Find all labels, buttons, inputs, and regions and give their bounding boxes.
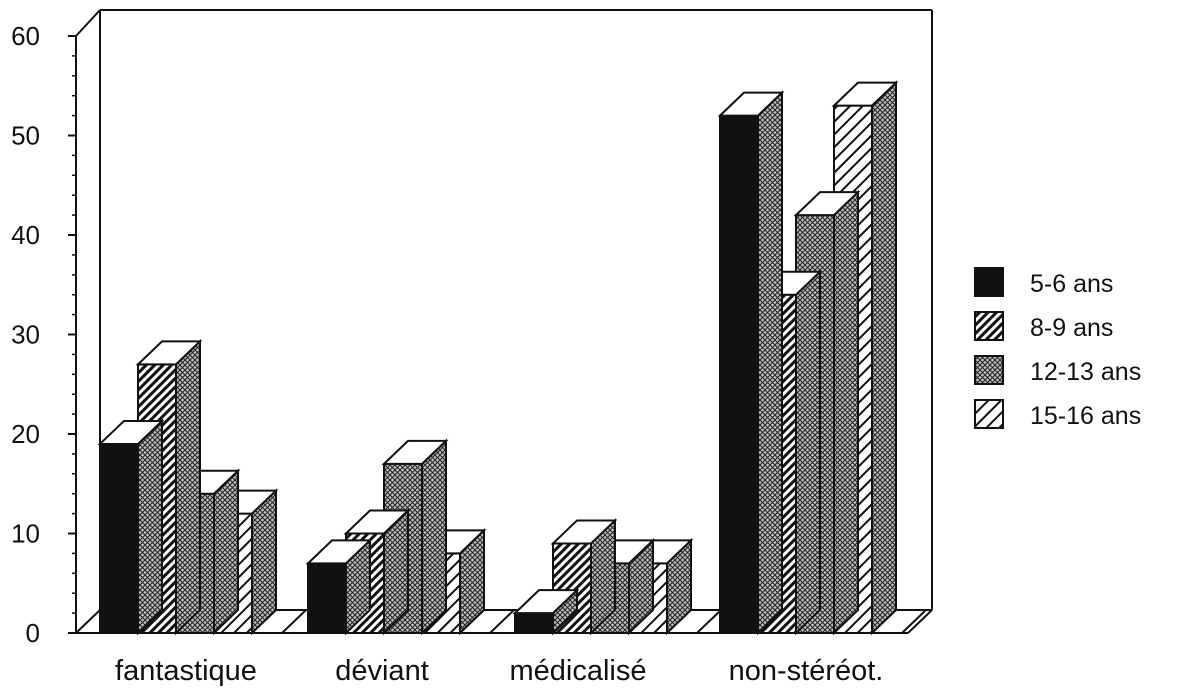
y-axis-ticks: 0 10 20 30 40 50 60 — [11, 21, 76, 648]
x-category-label: fantastique — [115, 655, 257, 687]
bar-side-face — [137, 418, 163, 636]
x-category-label: médicalisé — [510, 655, 647, 687]
floor-gap — [869, 609, 929, 634]
bar-side-face — [421, 438, 447, 636]
category-labels: fantastique déviant médicalisé non-stéréot. — [115, 655, 883, 687]
x-category-label: non-stéréot. — [729, 655, 884, 687]
bar-non-st-r-ot-5-6-ans — [717, 90, 785, 636]
bar-top-face — [135, 340, 203, 366]
floor-gap — [457, 609, 517, 634]
y-tick-label: 30 — [11, 320, 40, 350]
legend-item-12-13-ans: 12-13 ans — [974, 355, 1141, 386]
bar-top-face — [793, 191, 861, 217]
bar-front-face — [719, 114, 759, 635]
legend-label: 12-13 ans — [1030, 358, 1141, 386]
legend-label: 15-16 ans — [1030, 402, 1141, 430]
legend-label: 8-9 ans — [1030, 314, 1113, 342]
bar-top-face — [717, 91, 785, 117]
y-axis-depth — [75, 9, 101, 37]
bar-side-face — [213, 468, 239, 636]
y-tick-label: 20 — [11, 419, 40, 449]
legend-swatch — [974, 355, 1004, 385]
bar-m-dicalis-5-6-ans — [512, 587, 580, 636]
bar-top-face — [97, 419, 165, 445]
legend-item-5-6-ans: 5-6 ans — [974, 267, 1113, 298]
legend-swatch — [974, 311, 1004, 341]
bar-top-face — [381, 439, 449, 465]
legend-label: 5-6 ans — [1030, 270, 1113, 298]
bar-front-face — [307, 562, 347, 634]
bar-front-face — [99, 442, 139, 635]
bar-m-dicalis-8-9-ans — [550, 518, 618, 636]
bar-side-face — [251, 488, 277, 636]
x-category-label: déviant — [335, 655, 429, 687]
legend-item-15-16-ans: 15-16 ans — [974, 399, 1141, 430]
bar-top-face — [305, 539, 373, 565]
y-tick-label: 60 — [11, 21, 40, 51]
bar-top-face — [343, 509, 411, 535]
bar-top-face — [831, 81, 899, 107]
bars-layer — [97, 80, 929, 636]
y-tick-label: 40 — [11, 220, 40, 250]
bar-side-face — [757, 90, 783, 636]
bar-top-face — [512, 589, 580, 615]
bar-top-face — [550, 519, 618, 545]
bar-side-face — [871, 80, 897, 636]
legend-item-8-9-ans: 8-9 ans — [974, 311, 1113, 342]
x-axis-depth-right — [907, 609, 933, 634]
floor-gap — [249, 609, 309, 634]
bar-side-face — [175, 339, 201, 636]
bar-d-viant-5-6-ans — [305, 538, 373, 636]
y-tick-label: 0 — [26, 618, 40, 648]
bar-front-face — [514, 612, 554, 634]
legend-swatch — [974, 399, 1004, 429]
y-tick-label: 10 — [11, 519, 40, 549]
legend-swatch — [974, 267, 1004, 297]
legend: 5-6 ans 8-9 ans 12-13 ans 15-16 ans — [974, 267, 1141, 430]
x-axis-depth-left — [75, 609, 101, 634]
bar-fantastique-5-6-ans — [97, 418, 165, 636]
bar-side-face — [795, 269, 821, 636]
y-tick-label: 50 — [11, 121, 40, 151]
bar-side-face — [833, 189, 859, 636]
